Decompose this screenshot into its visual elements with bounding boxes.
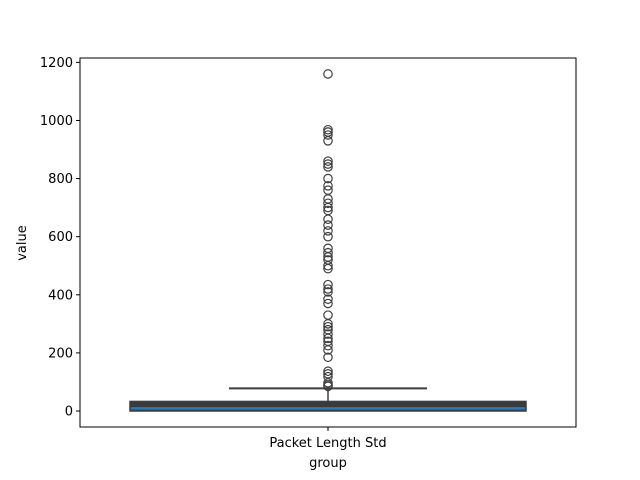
y-tick-label: 0 [65,405,73,420]
outlier-point [323,255,333,265]
outlier-point [323,324,333,335]
outlier-point [323,231,333,242]
plot-background [80,58,576,427]
outlier-point [323,198,333,209]
outlier-point [323,352,333,363]
iqr-box [129,400,527,412]
outlier-point [323,369,333,379]
outlier-point [323,378,333,388]
y-tick-label: 600 [48,230,73,245]
outlier-point [323,185,333,196]
outlier-point [323,162,333,172]
outlier-point [323,371,333,382]
outlier-point [323,294,333,304]
plot-frame [79,57,577,428]
y-tick-label: 200 [48,346,73,361]
outlier-point [323,247,333,258]
outlier-point [323,329,333,339]
outlier-point [323,205,333,216]
outlier-point [323,287,333,297]
outlier-point [323,310,333,320]
x-axis-label: group [309,456,347,471]
y-tick-label: 1000 [40,114,73,129]
outlier-point [323,321,333,332]
outlier-point [323,226,333,236]
outlier-point [323,220,333,230]
outlier-point [323,127,333,137]
y-tick-label: 800 [48,172,73,187]
outlier-point [323,366,333,377]
outlier-point [323,298,333,309]
x-axis-ticks: Packet Length Std [269,427,387,451]
box-plot-marks [129,69,527,412]
outlier-point [323,69,333,79]
y-tick-label: 1200 [40,56,73,71]
outlier-point [323,156,333,166]
outlier-point [323,284,333,294]
outlier-point [323,124,333,135]
outlier-point [323,130,333,140]
outlier-point [323,340,333,351]
outlier-point [323,173,333,184]
y-tick-label: 400 [48,288,73,303]
y-axis-label: value [15,225,30,261]
outlier-point [323,336,333,347]
y-axis-ticks: 0 200 400 600 800 1000 1200 [40,56,80,420]
outlier-point [323,243,333,254]
outlier-point [323,159,333,169]
outlier-point [323,181,333,191]
outlier-point [323,279,333,290]
x-tick-label: Packet Length Std [269,436,386,451]
